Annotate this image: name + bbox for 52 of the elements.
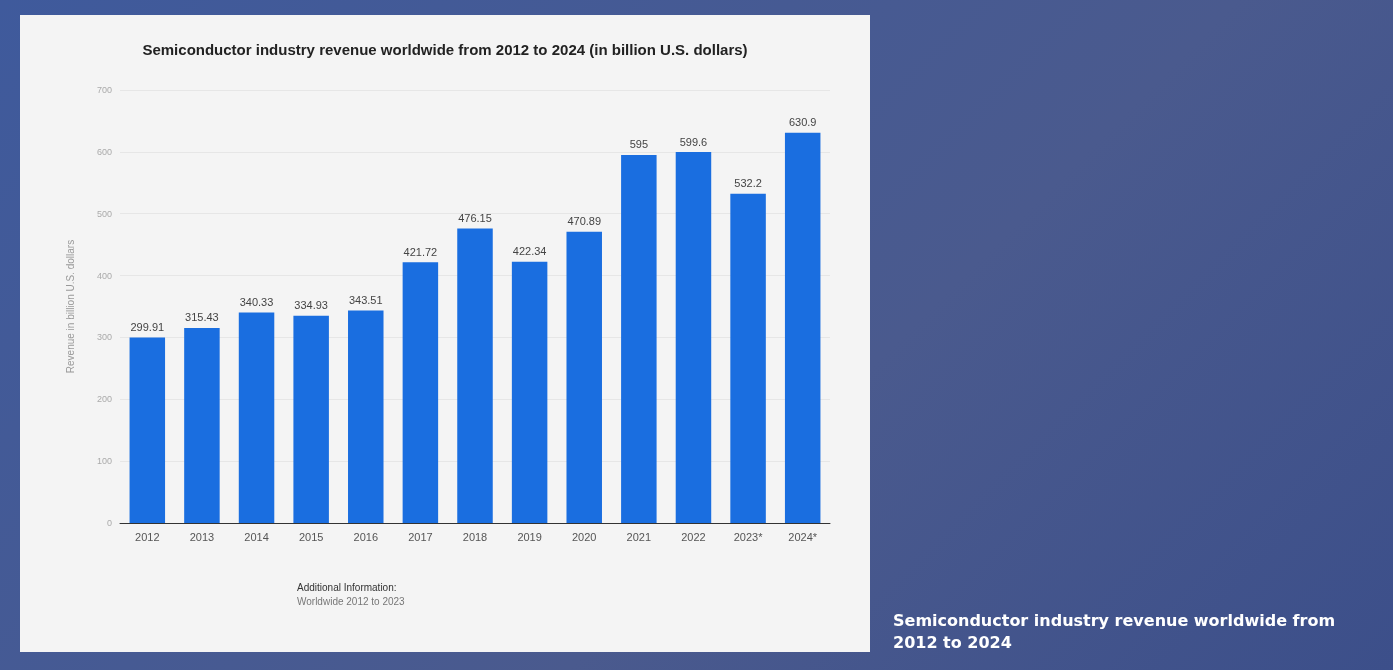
data-label: 340.33 — [239, 295, 274, 308]
bar — [621, 154, 657, 523]
data-label: 422.34 — [512, 245, 547, 258]
bar — [348, 310, 384, 523]
y-tick-label: 600 — [96, 146, 112, 157]
bar — [675, 152, 712, 523]
bar — [184, 327, 220, 523]
data-label: 532.2 — [734, 177, 762, 190]
y-tick-label: 500 — [96, 208, 112, 219]
data-label: 630.9 — [788, 116, 817, 129]
x-tick-label: 2019 — [517, 530, 542, 543]
data-label: 334.93 — [294, 299, 328, 312]
bar — [129, 337, 166, 523]
data-label: 599.6 — [679, 135, 708, 148]
y-tick-label: 200 — [96, 394, 112, 405]
text: Additional Information: — [297, 582, 397, 593]
data-label: 470.89 — [567, 215, 602, 228]
x-tick-label: 2017 — [408, 530, 433, 543]
y-tick-label: 400 — [96, 270, 112, 281]
x-tick-label: 2018 — [462, 530, 488, 543]
x-tick-label: 2015 — [298, 530, 324, 543]
data-label: 315.43 — [185, 311, 219, 324]
x-tick-label: 2016 — [353, 530, 379, 543]
data-label: 299.91 — [130, 320, 165, 333]
data-label: 476.15 — [458, 211, 492, 224]
x-tick-label: 2024* — [788, 530, 818, 543]
data-label: 343.51 — [348, 294, 383, 307]
y-axis-title: Revenue in billion U.S. dollars — [64, 239, 76, 374]
bar — [511, 261, 548, 523]
bar — [238, 312, 275, 523]
x-tick-label: 2014 — [244, 530, 269, 543]
bar — [457, 228, 493, 523]
bar — [293, 315, 329, 523]
bar — [730, 193, 766, 523]
y-tick-label: 300 — [96, 332, 112, 343]
x-tick-label: 2020 — [571, 530, 597, 543]
bar — [566, 231, 602, 523]
x-tick-label: 2022 — [681, 530, 706, 543]
text: Semiconductor industry revenue worldwide from 2012 to 2024 — [893, 610, 1337, 654]
y-tick-label: 100 — [96, 456, 112, 467]
data-label: 595 — [629, 138, 649, 151]
chart-title: Semiconductor industry revenue worldwide from 2012 to 2024 (in billion U.S. dollars) — [142, 41, 748, 58]
bar — [402, 262, 439, 523]
data-label: 421.72 — [403, 245, 438, 258]
x-tick-label: 2013 — [189, 530, 215, 543]
x-tick-label: 2021 — [626, 530, 652, 543]
x-tick-label: 2023* — [733, 530, 764, 543]
y-tick-label: 0 — [106, 518, 112, 528]
bar — [784, 132, 821, 523]
y-tick-label: 700 — [96, 85, 112, 95]
x-tick-label: 2012 — [135, 530, 160, 543]
text: Worldwide 2012 to 2023 — [297, 596, 405, 607]
